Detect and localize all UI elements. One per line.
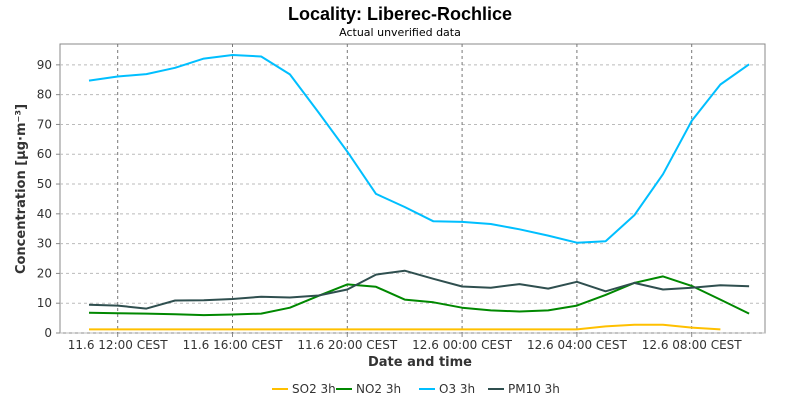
x-axis-ticks: 11.6 12:00 CEST 11.6 16:00 CEST 11.6 20:00…	[68, 333, 743, 352]
legend: SO2 3h NO2 3h O3 3h PM10 3h	[272, 382, 560, 396]
y-axis-ticks: 0 10 20 30 40 50 60 70 80 90	[37, 58, 60, 340]
y-tick-label: 70	[37, 117, 52, 131]
x-axis-label: Date and time	[368, 355, 472, 370]
x-tick-label: 11.6 20:00 CEST	[297, 338, 398, 352]
chart-subtitle: Actual unverified data	[339, 26, 461, 39]
series-line-o3	[88, 54, 750, 244]
y-tick-label: 60	[37, 147, 52, 161]
x-tick-label: 11.6 16:00 CEST	[183, 338, 284, 352]
series-line-so2	[89, 323, 721, 331]
series-line-no2	[88, 275, 750, 317]
x-tick-label: 12.6 00:00 CEST	[412, 338, 513, 352]
y-tick-label: 10	[37, 296, 52, 310]
y-tick-label: 0	[44, 326, 52, 340]
x-tick-label: 11.6 12:00 CEST	[68, 338, 169, 352]
y-tick-label: 40	[37, 207, 52, 221]
x-tick-label: 12.6 04:00 CEST	[527, 338, 628, 352]
legend-label: PM10 3h	[508, 382, 560, 396]
chart-title: Locality: Liberec-Rochlice	[288, 4, 512, 24]
legend-label: O3 3h	[439, 382, 475, 396]
grid	[60, 44, 765, 334]
y-axis-label: Concentration [µg·m⁻³]	[14, 104, 29, 274]
plot-area	[59, 43, 766, 334]
x-tick-label: 12.6 08:00 CEST	[642, 338, 743, 352]
y-tick-label: 20	[37, 266, 52, 280]
legend-label: NO2 3h	[356, 382, 401, 396]
series-line-pm10	[88, 269, 750, 310]
y-tick-label: 80	[37, 88, 52, 102]
y-tick-label: 50	[37, 177, 52, 191]
legend-label: SO2 3h	[292, 382, 336, 396]
y-tick-label: 90	[37, 58, 52, 72]
y-tick-label: 30	[37, 237, 52, 251]
series-lines	[88, 54, 750, 331]
